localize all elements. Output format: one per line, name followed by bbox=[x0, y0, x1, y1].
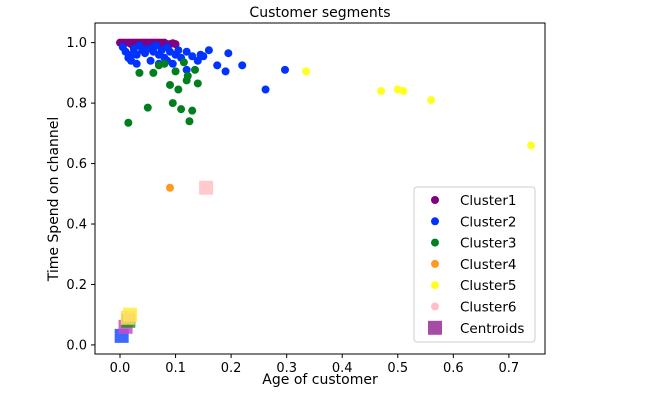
cluster-point bbox=[238, 61, 247, 70]
legend-marker bbox=[431, 217, 439, 226]
legend-label: Centroids bbox=[460, 321, 524, 337]
cluster-point bbox=[143, 103, 152, 112]
cluster-point bbox=[160, 59, 169, 68]
y-tick-label: 0.8 bbox=[66, 97, 87, 112]
cluster-point bbox=[188, 106, 197, 115]
x-tick-label: 0.6 bbox=[443, 361, 464, 376]
x-tick-label: 0.1 bbox=[165, 361, 186, 376]
y-tick-label: 0.6 bbox=[66, 157, 87, 172]
legend-marker bbox=[431, 259, 439, 268]
x-tick-label: 0.4 bbox=[332, 361, 353, 376]
y-tick-label: 0.0 bbox=[66, 338, 87, 353]
cluster-point bbox=[193, 56, 202, 65]
x-tick-label: 0.5 bbox=[387, 361, 408, 376]
chart-title: Customer segments bbox=[249, 5, 390, 21]
cluster-point bbox=[188, 52, 197, 61]
cluster-point bbox=[171, 67, 180, 76]
y-tick-label: 0.2 bbox=[66, 278, 87, 293]
cluster-point bbox=[177, 105, 186, 114]
legend-label: Cluster3 bbox=[460, 236, 517, 252]
legend-marker bbox=[431, 196, 439, 204]
cluster-point bbox=[174, 46, 183, 55]
cluster-point bbox=[168, 39, 177, 48]
cluster-point bbox=[149, 68, 158, 77]
cluster-point bbox=[168, 99, 177, 108]
plot-points bbox=[114, 38, 536, 343]
y-tick-label: 0.4 bbox=[66, 218, 87, 233]
legend: Cluster1 Cluster2 Cluster3 Cluster4 Cluster5… bbox=[413, 186, 536, 343]
cluster-point bbox=[427, 96, 436, 105]
legend-marker bbox=[431, 302, 439, 311]
cluster-point bbox=[213, 61, 222, 70]
x-axis-label: Age of customer bbox=[262, 372, 378, 388]
cluster-point bbox=[527, 141, 536, 150]
cluster-point bbox=[261, 85, 270, 94]
cluster-point bbox=[183, 71, 192, 80]
cluster-point bbox=[399, 87, 408, 96]
centroid-marker bbox=[120, 310, 135, 325]
cluster-point bbox=[204, 46, 213, 55]
cluster-point bbox=[149, 43, 158, 52]
cluster-point bbox=[182, 65, 191, 74]
cluster-point bbox=[179, 58, 188, 67]
cluster-point bbox=[302, 67, 311, 76]
legend-frame bbox=[413, 186, 536, 343]
legend-marker bbox=[428, 320, 442, 335]
cluster-point bbox=[221, 67, 230, 76]
cluster-point bbox=[135, 68, 144, 77]
cluster-point bbox=[196, 50, 205, 59]
x-tick-label: 0.0 bbox=[110, 361, 131, 376]
cluster-point bbox=[146, 56, 155, 65]
x-axis: 0.0 0.1 0.2 0.3 0.4 0.5 0.6 0.7 bbox=[110, 354, 520, 376]
legend-marker bbox=[431, 281, 439, 290]
legend-label: Cluster5 bbox=[460, 278, 517, 294]
cluster-point bbox=[185, 117, 194, 126]
y-tick-label: 1.0 bbox=[66, 36, 87, 51]
cluster-point bbox=[281, 65, 289, 74]
centroid-marker bbox=[199, 180, 214, 195]
x-tick-label: 0.3 bbox=[276, 361, 297, 376]
cluster-point bbox=[127, 50, 136, 59]
cluster-point bbox=[132, 50, 141, 59]
cluster-point bbox=[191, 65, 199, 74]
legend-label: Cluster6 bbox=[460, 300, 517, 316]
cluster-point bbox=[166, 183, 174, 192]
x-tick-label: 0.2 bbox=[221, 361, 242, 376]
legend-label: Cluster4 bbox=[460, 257, 517, 273]
y-axis: 0.0 0.2 0.4 0.6 0.8 1.0 bbox=[66, 36, 95, 353]
cluster-point bbox=[182, 47, 191, 56]
cluster-point bbox=[174, 85, 183, 94]
cluster-point bbox=[193, 79, 202, 88]
x-tick-label: 0.7 bbox=[499, 361, 520, 376]
legend-label: Cluster1 bbox=[460, 193, 517, 209]
legend-label: Cluster2 bbox=[460, 214, 517, 230]
plot-frame bbox=[94, 22, 546, 355]
cluster-point bbox=[224, 49, 233, 58]
cluster-point bbox=[377, 87, 386, 96]
y-axis-label: Time Spend on channel bbox=[46, 117, 62, 283]
cluster-point bbox=[166, 80, 174, 89]
cluster-point bbox=[124, 118, 133, 127]
cluster-point bbox=[132, 59, 141, 68]
legend-marker bbox=[431, 238, 439, 247]
